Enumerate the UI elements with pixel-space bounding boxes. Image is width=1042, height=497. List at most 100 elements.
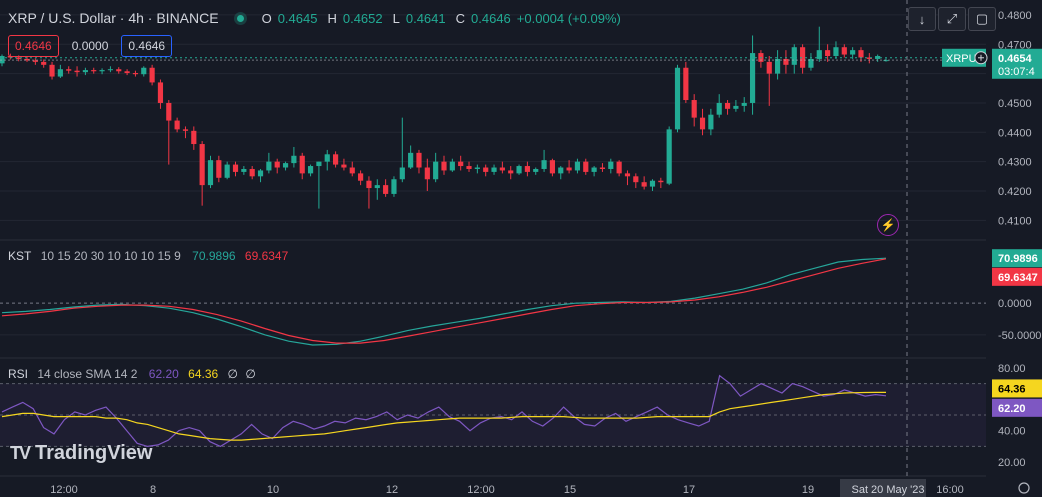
price-tick-label-3: 0.4500 — [998, 98, 1032, 110]
candle — [566, 160, 572, 174]
candle-body — [316, 161, 322, 167]
symbol-title[interactable]: XRP / U.S. Dollar · 4h · BINANCE — [8, 10, 219, 26]
price-tick-label-7: 0.4100 — [998, 215, 1032, 227]
candle — [66, 66, 72, 74]
fullscreen-icon[interactable]: ▢ — [968, 7, 996, 31]
candle-body — [324, 154, 330, 162]
candle — [41, 59, 47, 68]
candle — [399, 117, 405, 183]
candle-body — [191, 130, 197, 145]
candle-body — [149, 67, 155, 83]
time-axis: 12:00 8 10 12 12:00 15 17 19 Sat 20 May '23 16:00 — [50, 479, 1030, 497]
rsi-axis-label-text: 64.36 — [998, 383, 1026, 395]
candle-body — [716, 102, 722, 115]
candle — [57, 64, 63, 79]
candle — [124, 69, 130, 76]
price-tick-label-1: 0.4700 — [998, 39, 1032, 51]
candle — [132, 70, 139, 77]
candle-body — [349, 167, 355, 174]
kst-legend[interactable]: KST 10 15 20 30 10 10 10 15 9 70.9896 69… — [8, 249, 288, 263]
candle-body — [257, 170, 264, 177]
candle-body — [383, 185, 389, 194]
symbol-header: XRP / U.S. Dollar · 4h · BINANCE O 0.4645… — [8, 10, 621, 26]
rsi-series-2 — [1, 391, 886, 441]
candle — [149, 64, 155, 86]
rsi-legend[interactable]: RSI 14 close SMA 14 2 62.20 64.36 ∅ ∅ — [8, 367, 256, 381]
candle-body — [57, 69, 63, 77]
candle — [316, 161, 322, 209]
kst-axis-label-bg — [992, 267, 1042, 286]
candle — [574, 158, 581, 174]
rsi-empty-1: ∅ — [227, 367, 238, 381]
arrow-down-icon[interactable]: ↓ — [908, 7, 936, 31]
rsi-name: RSI — [8, 367, 29, 381]
candle — [624, 170, 631, 186]
kst-name: KST — [8, 249, 32, 263]
kst-series-2 — [1, 258, 887, 344]
candle-body — [825, 50, 831, 57]
candle — [383, 179, 389, 197]
candle — [324, 149, 330, 171]
candle-body — [341, 164, 347, 168]
candle-body — [666, 129, 672, 184]
candle-body — [282, 163, 289, 168]
candle — [724, 100, 731, 115]
kst-tick-label-1: -50.0000 — [998, 330, 1041, 342]
candle — [741, 97, 747, 112]
candle-body — [224, 164, 230, 178]
lightning-icon[interactable]: ⚡ — [877, 214, 899, 236]
low-value: 0.4641 — [405, 10, 446, 26]
candle-body — [399, 167, 405, 180]
candle — [241, 166, 247, 175]
grid-layer — [0, 14, 986, 336]
candle-body — [866, 57, 872, 59]
bid-button[interactable]: 0.4646 — [8, 35, 59, 57]
candle — [699, 108, 706, 136]
open-label: O — [261, 10, 272, 26]
time-tick-label-3: 12 — [386, 484, 398, 496]
candle — [800, 44, 806, 74]
time-tick-label-1: 8 — [150, 484, 156, 496]
time-tick-label-4: 12:00 — [467, 484, 495, 496]
candle — [808, 53, 814, 71]
price-tick-label-4: 0.4400 — [998, 127, 1032, 139]
candle — [825, 44, 831, 62]
candle — [24, 56, 30, 62]
candle-body — [157, 82, 164, 103]
candle-body — [599, 167, 606, 169]
expand-icon[interactable]: ⤢ — [938, 7, 966, 31]
candle — [549, 158, 556, 177]
candle-body — [124, 71, 130, 74]
candle — [608, 158, 614, 174]
candle — [599, 163, 606, 172]
candle — [508, 166, 514, 180]
candle — [658, 177, 664, 189]
candle-body — [91, 70, 97, 72]
candle — [266, 152, 272, 174]
candle-body — [291, 155, 297, 164]
candle — [99, 68, 105, 75]
kst-value-1: 70.9896 — [192, 249, 236, 263]
candle-body — [658, 180, 664, 183]
rsi-empty-2: ∅ — [245, 367, 256, 381]
candle-body — [174, 120, 180, 130]
candle — [199, 141, 205, 206]
candle-body — [608, 161, 614, 169]
ask-button[interactable]: 0.4646 — [121, 35, 173, 57]
candle-body — [332, 154, 339, 165]
tradingview-logo[interactable]: TV TradingView — [10, 442, 152, 465]
candle-body — [458, 161, 464, 167]
candle — [91, 67, 97, 74]
candle-body — [841, 47, 847, 55]
market-status-icon[interactable] — [236, 14, 244, 22]
candle-body — [850, 50, 856, 55]
candle — [282, 161, 289, 171]
price-tick-label-0: 0.4800 — [998, 10, 1032, 22]
time-tick-label-7: 19 — [802, 484, 814, 496]
candle-body — [875, 56, 881, 59]
candle — [850, 47, 856, 59]
candle-body — [533, 168, 539, 172]
candle — [107, 66, 114, 73]
candle — [174, 117, 180, 133]
